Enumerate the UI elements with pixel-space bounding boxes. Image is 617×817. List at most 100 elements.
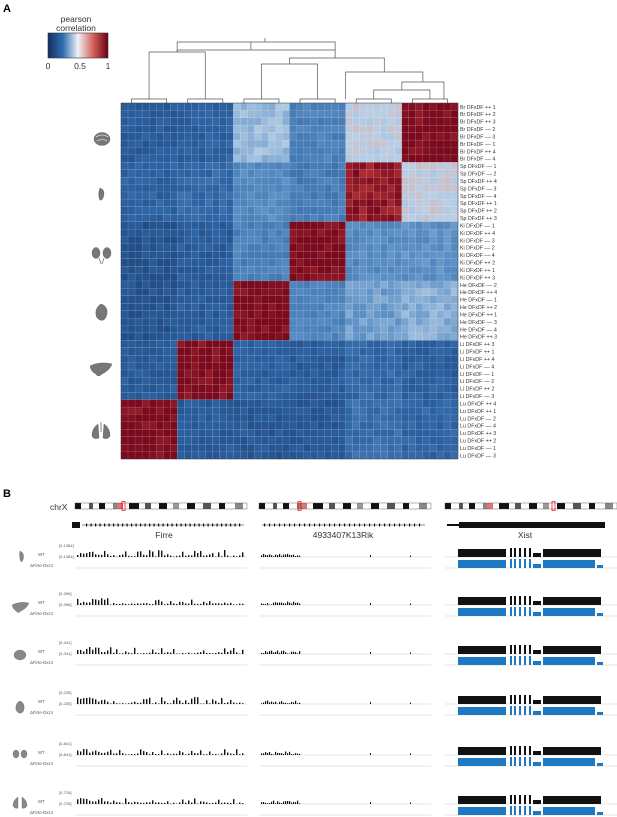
heatmap-cell [352,310,360,319]
heatmap-cell [317,154,325,163]
heatmap-cell [331,414,339,423]
heatmap-cell [141,125,150,133]
heatmap-cell [205,325,213,334]
heatmap-cell [317,429,325,437]
heatmap-cell [184,147,192,156]
heatmap-cell [120,243,129,252]
heatmap-cell [429,139,438,148]
heatmap-cell [296,414,304,423]
heatmap-cell [387,236,395,245]
heatmap-cell [422,347,431,356]
heatmap-cell [387,421,395,430]
heatmap-cell [429,243,438,252]
heatmap-cell [268,102,276,111]
heatmap-cell [338,251,346,259]
heatmap-cell [240,325,248,334]
heatmap-cell [373,117,381,126]
heatmap-cell [212,102,220,111]
heatmap-cell [177,355,185,363]
heatmap-cell [289,436,297,445]
heatmap-cell [331,206,339,215]
heatmap-cell [155,429,164,437]
heatmap-cell [443,236,452,245]
heatmap-cell [324,325,332,334]
heatmap-cell [387,154,395,163]
track-label-wt: WT [38,552,45,557]
heatmap-cell [338,369,346,378]
heatmap-cell [205,280,213,289]
heatmap-cell [289,177,297,185]
heatmap-cell [436,377,445,386]
heatmap-cell [401,362,410,371]
heatmap-cell [310,317,318,326]
heatmap-cell [415,117,424,126]
heatmap-cell [408,399,417,408]
heatmap-cell [240,139,248,148]
heatmap-cell [191,347,199,356]
heatmap-cell [415,110,424,119]
heatmap-cell [394,206,403,215]
heatmap-cell [247,355,255,363]
heatmap-cell [408,191,417,200]
heatmap-cell [148,325,157,334]
heatmap-cell [324,273,332,282]
heatmap-cell [422,414,431,423]
heatmap-cell [436,414,445,423]
heatmap-cell [198,384,206,393]
heatmap-cell [268,288,276,297]
heatmap-cell [226,228,234,237]
heatmap-cell [212,406,220,415]
heatmap-cell [422,206,431,215]
heatmap-cell [275,377,283,386]
heatmap-cell [219,280,227,289]
dendrogram-branch [289,57,385,72]
heatmap-cell [127,258,136,267]
heatmap-cell [429,340,438,348]
heatmap-cell [261,362,269,371]
heatmap-cell [205,214,213,222]
heatmap-cell [268,273,276,282]
heatmap-cell [268,303,276,311]
heatmap-cell [141,392,150,400]
heatmap-cell [184,221,192,230]
heatmap-cell [191,154,199,163]
heatmap-cell [289,362,297,371]
heatmap-cell [408,147,417,156]
heatmap-cell [436,347,445,356]
heatmap-cell [219,258,227,267]
heatmap-cell [345,377,353,386]
heatmap-cell [120,184,129,193]
heatmap-cell [401,325,410,334]
heatmap-cell [380,303,388,311]
heatmap-cell [429,303,438,311]
heatmap-cell [240,184,248,193]
heatmap-cell [324,310,332,319]
heatmap-cell [212,273,220,282]
heatmap-cell [261,392,269,400]
heatmap-cell [352,266,360,274]
heatmap-cell [415,139,424,148]
heatmap-cell [205,392,213,400]
heatmap-cell [450,147,459,156]
heatmap-cell [170,384,178,393]
heatmap-cell [317,362,325,371]
heatmap-cell [408,236,417,245]
heatmap-cell [148,162,157,170]
track-range-ko: [0-235] [59,701,71,706]
heatmap-cell [338,310,346,319]
heatmap-cell [155,340,164,348]
heatmap-cell [275,355,283,363]
heatmap-cell [450,355,459,363]
heatmap-cell [268,384,276,393]
heatmap-cell [247,303,255,311]
heatmap-cell [310,436,318,445]
heatmap-cell [155,332,164,341]
heatmap-cell [163,273,171,282]
heatmap-cell [380,184,388,193]
heatmap-cell [436,243,445,252]
heatmap-cell [254,347,262,356]
heatmap-cell [408,125,417,133]
chrom-label: chrX [50,502,68,512]
heatmap-cell [429,177,438,185]
